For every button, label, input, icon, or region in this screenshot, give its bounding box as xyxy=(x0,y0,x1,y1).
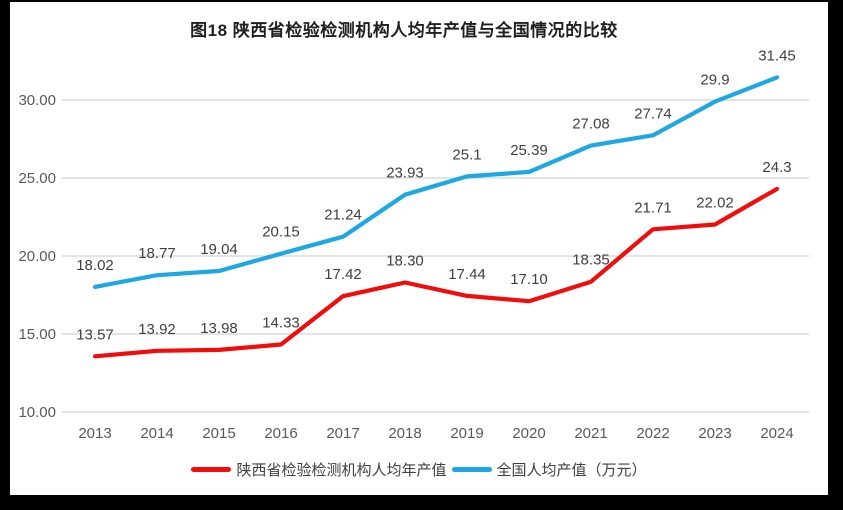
series-line-shaanxi xyxy=(92,186,780,359)
y-axis-tick-label: 25.00 xyxy=(18,170,56,187)
data-point-label: 31.45 xyxy=(758,47,796,64)
data-point-label: 27.74 xyxy=(634,105,672,122)
y-axis-tick-label: 15.00 xyxy=(18,326,56,343)
data-point-label: 13.98 xyxy=(200,320,238,337)
x-axis-tick-label: 2022 xyxy=(636,425,669,442)
data-point-label: 21.24 xyxy=(324,207,362,224)
x-axis-tick-label: 2021 xyxy=(574,425,607,442)
x-axis-tick-label: 2018 xyxy=(388,425,421,442)
y-axis-tick-label: 30.00 xyxy=(18,92,56,109)
data-point-label: 24.3 xyxy=(762,159,791,176)
legend-line-swatch-blue-icon xyxy=(451,467,492,472)
series-line-national xyxy=(92,75,780,289)
x-axis-tick-label: 2017 xyxy=(326,425,359,442)
data-point-label: 18.30 xyxy=(386,253,424,270)
data-point-label: 25.39 xyxy=(510,142,548,159)
data-point-label: 13.92 xyxy=(138,321,176,338)
legend-label-shaanxi: 陕西省检验检测机构人均年产值 xyxy=(236,462,447,479)
data-point-label: 17.44 xyxy=(448,266,486,283)
data-point-label: 29.9 xyxy=(700,72,729,89)
x-axis-tick-label: 2013 xyxy=(78,425,111,442)
data-point-label: 17.42 xyxy=(324,266,362,283)
data-point-label: 23.93 xyxy=(386,165,424,182)
line-chart-plot-area: 10.00 15.00 20.00 25.00 30.00 2013 2014 2015 201… xyxy=(18,47,809,442)
data-point-label: 19.04 xyxy=(200,241,238,258)
data-point-label: 14.33 xyxy=(262,314,300,331)
data-point-label: 25.1 xyxy=(452,146,481,163)
data-point-label: 18.35 xyxy=(572,252,610,269)
x-axis-tick-label: 2015 xyxy=(202,425,235,442)
legend-line-swatch-red-icon xyxy=(191,467,232,472)
data-point-label: 20.15 xyxy=(262,224,300,241)
x-axis-tick-label: 2023 xyxy=(698,425,731,442)
data-point-label: 18.77 xyxy=(138,245,176,262)
y-axis-tick-label: 10.00 xyxy=(18,404,56,421)
legend-item-national: 全国人均产值（万元） xyxy=(451,459,647,480)
legend-label-national: 全国人均产值（万元） xyxy=(496,462,647,479)
legend-item-shaanxi: 陕西省检验检测机构人均年产值 xyxy=(191,459,447,480)
y-axis-tick-label: 20.00 xyxy=(18,248,56,265)
chart-legend: 陕西省检验检测机构人均年产值 全国人均产值（万元） xyxy=(10,459,828,480)
x-axis-tick-label: 2024 xyxy=(760,425,793,442)
data-point-label: 21.71 xyxy=(634,199,672,216)
data-point-label: 18.02 xyxy=(76,257,114,274)
data-point-label: 17.10 xyxy=(510,271,548,288)
chart-canvas: 图18 陕西省检验检测机构人均年产值与全国情况的比较 10.00 15.00 20.… xyxy=(10,2,828,495)
x-axis-tick-label: 2014 xyxy=(140,425,173,442)
data-point-label: 22.02 xyxy=(696,194,734,211)
chart-title: 图18 陕西省检验检测机构人均年产值与全国情况的比较 xyxy=(190,21,618,40)
data-point-label: 13.57 xyxy=(76,326,114,343)
x-axis-tick-label: 2020 xyxy=(512,425,545,442)
x-axis-tick-label: 2016 xyxy=(264,425,297,442)
x-axis-tick-label: 2019 xyxy=(450,425,483,442)
data-point-label: 27.08 xyxy=(572,116,610,133)
